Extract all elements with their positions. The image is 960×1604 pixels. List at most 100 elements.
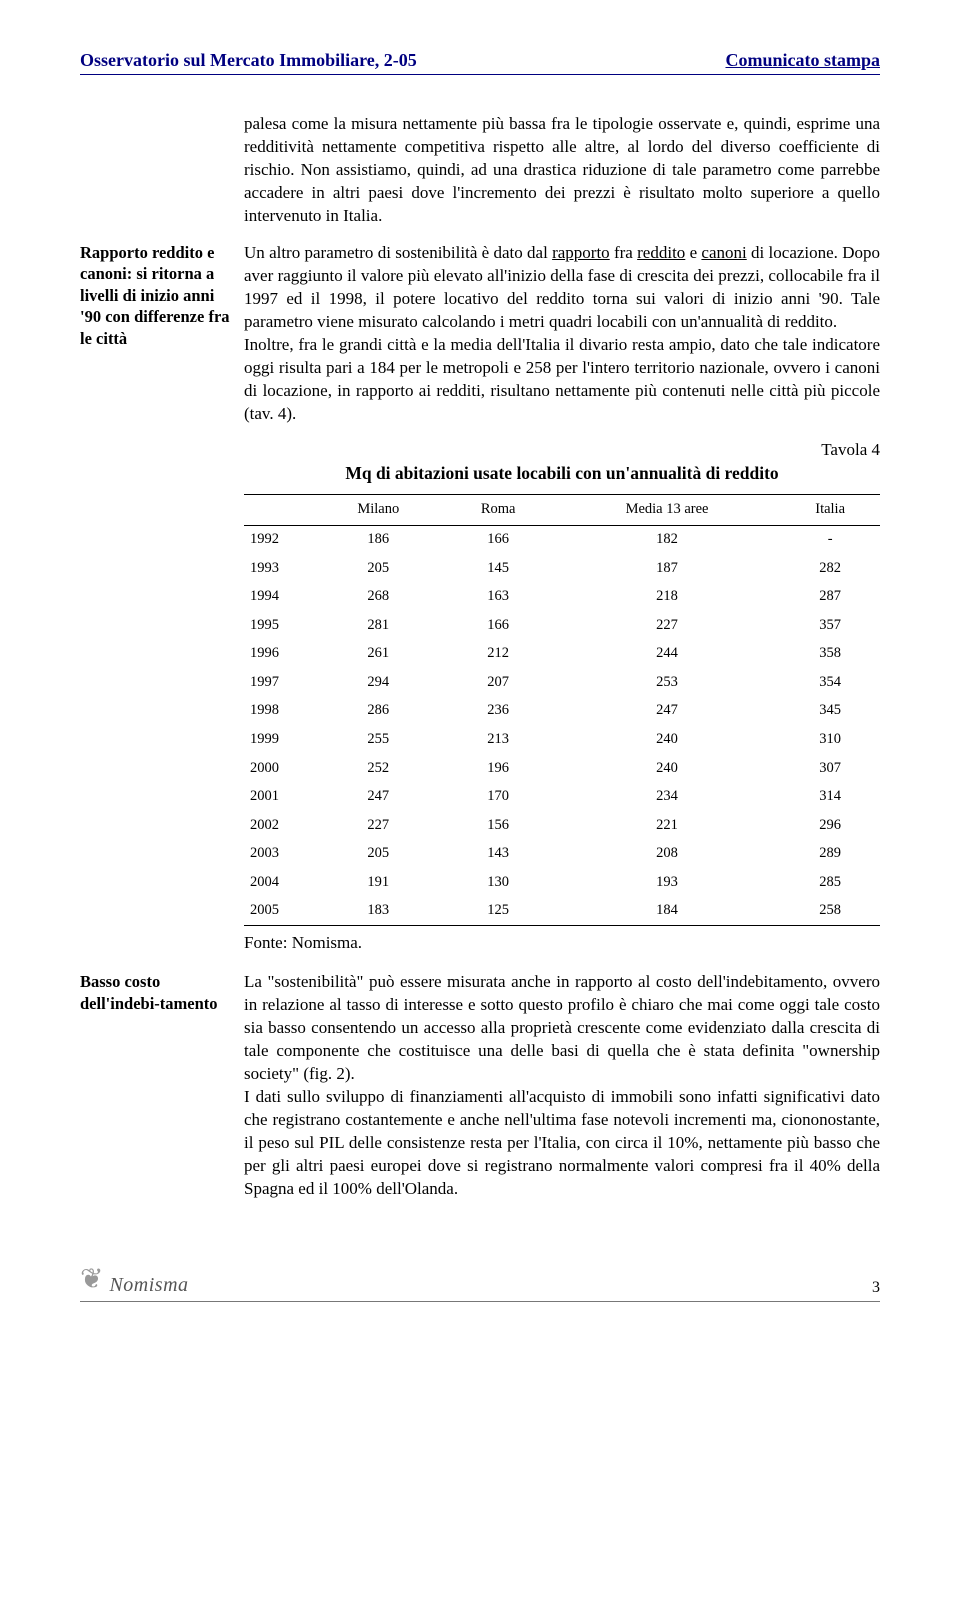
margin-note-rapporto: Rapporto reddito e canoni: si ritorna a … xyxy=(80,242,230,426)
table-cell: 357 xyxy=(780,611,880,640)
table-cell: 186 xyxy=(314,525,443,554)
table-cell: 1994 xyxy=(244,583,314,612)
table-cell: 244 xyxy=(554,640,780,669)
page-number: 3 xyxy=(872,1277,880,1299)
table-row: 1996261212244358 xyxy=(244,640,880,669)
table-header-cell: Italia xyxy=(780,495,880,526)
table-row: 1994268163218287 xyxy=(244,583,880,612)
table-cell: 345 xyxy=(780,697,880,726)
table-row: 1992186166182- xyxy=(244,525,880,554)
table-cell: 2005 xyxy=(244,897,314,926)
table-cell: 268 xyxy=(314,583,443,612)
table-row: 2005183125184258 xyxy=(244,897,880,926)
table-row: 2001247170234314 xyxy=(244,783,880,812)
table-cell: 2003 xyxy=(244,840,314,869)
table-cell: 125 xyxy=(443,897,554,926)
table-cell: 261 xyxy=(314,640,443,669)
table-cell: 187 xyxy=(554,554,780,583)
table-cell: 314 xyxy=(780,783,880,812)
header-title: Osservatorio sul Mercato Immobiliare, 2-… xyxy=(80,48,417,72)
paragraph-rapporto-b: Inoltre, fra le grandi città e la media … xyxy=(244,335,880,423)
underline-canoni: canoni xyxy=(701,243,746,262)
text-fragment: fra xyxy=(610,243,637,262)
table-block: Tavola 4 Mq di abitazioni usate locabili… xyxy=(244,439,880,955)
table-cell: 1995 xyxy=(244,611,314,640)
section-intro: palesa come la misura nettamente più bas… xyxy=(80,113,880,228)
paragraph-indebitamento-b: I dati sullo sviluppo di finanziamenti a… xyxy=(244,1087,880,1198)
table-row: 1993205145187282 xyxy=(244,554,880,583)
table-row: 1998286236247345 xyxy=(244,697,880,726)
table-title: Mq di abitazioni usate locabili con un'a… xyxy=(244,462,880,486)
table-cell: 205 xyxy=(314,554,443,583)
margin-note-indebitamento: Basso costo dell'indebi-tamento xyxy=(80,971,230,1200)
table-cell: 354 xyxy=(780,668,880,697)
table-cell: 1997 xyxy=(244,668,314,697)
table-cell: 247 xyxy=(554,697,780,726)
table-cell: 130 xyxy=(443,868,554,897)
paragraph-indebitamento: La "sostenibilità" può essere misurata a… xyxy=(244,971,880,1200)
paragraph-intro: palesa come la misura nettamente più bas… xyxy=(244,113,880,228)
table-cell: 247 xyxy=(314,783,443,812)
table-header-cell: Media 13 aree xyxy=(554,495,780,526)
table-cell: 183 xyxy=(314,897,443,926)
table-cell: 143 xyxy=(443,840,554,869)
table-header-cell: Milano xyxy=(314,495,443,526)
underline-reddito: reddito xyxy=(637,243,685,262)
table-cell: 182 xyxy=(554,525,780,554)
table-header-cell xyxy=(244,495,314,526)
table-cell: 208 xyxy=(554,840,780,869)
table-header-row: Milano Roma Media 13 aree Italia xyxy=(244,495,880,526)
table-cell: 358 xyxy=(780,640,880,669)
table-cell: 170 xyxy=(443,783,554,812)
header-subtitle: Comunicato stampa xyxy=(725,48,880,72)
table-cell: 205 xyxy=(314,840,443,869)
logo: ❦ Nomisma xyxy=(80,1261,189,1299)
table-cell: 252 xyxy=(314,754,443,783)
table-cell: 285 xyxy=(780,868,880,897)
table-row: 1999255213240310 xyxy=(244,726,880,755)
table-cell: 166 xyxy=(443,611,554,640)
table-cell: 227 xyxy=(554,611,780,640)
page-footer: ❦ Nomisma 3 xyxy=(80,1261,880,1302)
table-header-cell: Roma xyxy=(443,495,554,526)
table-cell: 207 xyxy=(443,668,554,697)
table-row: 1995281166227357 xyxy=(244,611,880,640)
table-cell: - xyxy=(780,525,880,554)
table-cell: 212 xyxy=(443,640,554,669)
table-cell: 145 xyxy=(443,554,554,583)
table-cell: 184 xyxy=(554,897,780,926)
table-cell: 191 xyxy=(314,868,443,897)
table-cell: 2002 xyxy=(244,811,314,840)
logo-text: Nomisma xyxy=(109,1272,188,1299)
table-cell: 1998 xyxy=(244,697,314,726)
table-row: 2003205143208289 xyxy=(244,840,880,869)
table-cell: 240 xyxy=(554,726,780,755)
table-row: 2002227156221296 xyxy=(244,811,880,840)
section-rapporto: Rapporto reddito e canoni: si ritorna a … xyxy=(80,242,880,426)
table-source: Fonte: Nomisma. xyxy=(244,932,880,955)
table-cell: 2001 xyxy=(244,783,314,812)
table-cell: 156 xyxy=(443,811,554,840)
table-row: 2004191130193285 xyxy=(244,868,880,897)
table-cell: 234 xyxy=(554,783,780,812)
table-cell: 294 xyxy=(314,668,443,697)
table-cell: 166 xyxy=(443,525,554,554)
logo-icon: ❦ xyxy=(80,1261,103,1299)
table-cell: 255 xyxy=(314,726,443,755)
table-label: Tavola 4 xyxy=(244,439,880,462)
table-cell: 218 xyxy=(554,583,780,612)
table-row: 2000252196240307 xyxy=(244,754,880,783)
table-cell: 163 xyxy=(443,583,554,612)
table-cell: 213 xyxy=(443,726,554,755)
table-row: 1997294207253354 xyxy=(244,668,880,697)
table-cell: 193 xyxy=(554,868,780,897)
table-cell: 240 xyxy=(554,754,780,783)
table-cell: 286 xyxy=(314,697,443,726)
table-cell: 281 xyxy=(314,611,443,640)
table-body: 1992186166182-19932051451872821994268163… xyxy=(244,525,880,926)
table-cell: 287 xyxy=(780,583,880,612)
table-cell: 221 xyxy=(554,811,780,840)
table-cell: 1992 xyxy=(244,525,314,554)
table-cell: 289 xyxy=(780,840,880,869)
table-cell: 1996 xyxy=(244,640,314,669)
